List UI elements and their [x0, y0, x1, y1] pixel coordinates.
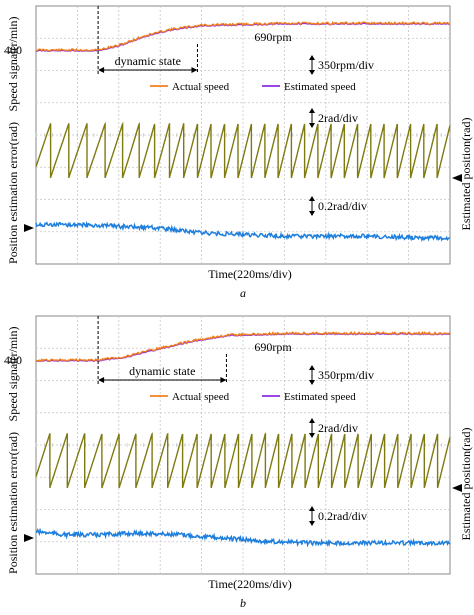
right-ylabel-position: Estimated position(rad): [459, 428, 473, 541]
error-scale-arrow-up: [309, 196, 315, 201]
chart-panel-a: dynamic state 690rpm 350rpm/div 2rad/div 0.2…: [4, 5, 473, 300]
error-scale-arrow-down: [309, 211, 315, 216]
speed-offset-label: 400: [4, 353, 22, 367]
error-scale-arrow-down: [309, 521, 315, 526]
dynamic-arrow-head-right: [220, 377, 227, 383]
legend-estimated-speed: Estimated speed: [284, 81, 356, 93]
error-zero-marker: [24, 224, 34, 232]
final-speed-label: 690rpm: [254, 340, 292, 354]
position-scale-arrow-up: [309, 418, 315, 423]
position-scale-label: 2rad/div: [318, 111, 358, 125]
legend-actual-speed: Actual speed: [172, 391, 230, 403]
position-scale-arrow-down: [309, 433, 315, 438]
speed-scale-arrow-down: [309, 70, 315, 75]
chart-panel-b: dynamic state 690rpm 350rpm/div 2rad/div 0.2…: [4, 315, 473, 610]
series-position-error: [35, 527, 451, 548]
error-scale-arrow-up: [309, 506, 315, 511]
panel-label: b: [240, 596, 246, 610]
speed-scale-arrow-down: [309, 380, 315, 385]
legend-actual-speed: Actual speed: [172, 81, 230, 93]
speed-scale-label: 350rpm/div: [318, 58, 374, 72]
series-actual-speed: [35, 20, 451, 52]
right-ylabel-position: Estimated position(rad): [459, 118, 473, 231]
error-scale-label: 0.2rad/div: [318, 509, 367, 523]
speed-scale-arrow-up: [309, 365, 315, 370]
left-ylabel-speed: Speed signal(r/min): [6, 327, 20, 422]
dynamic-state-label: dynamic state: [129, 364, 195, 378]
series-estimated-position: [35, 121, 451, 179]
x-axis-label: Time(220ms/div): [208, 267, 292, 281]
position-scale-arrow-up: [309, 108, 315, 113]
dynamic-arrow-head-right: [191, 67, 198, 73]
dynamic-arrow-head-left: [98, 67, 105, 73]
error-zero-marker: [24, 534, 34, 542]
legend-estimated-speed: Estimated speed: [284, 391, 356, 403]
left-ylabel-speed: Speed signal(r/min): [6, 17, 20, 112]
left-ylabel-error: Position estimation error(rad): [6, 432, 20, 574]
series-estimated-position: [35, 432, 451, 489]
position-scale-label: 2rad/div: [318, 421, 358, 435]
final-speed-label: 690rpm: [254, 30, 292, 44]
position-zero-marker: [452, 484, 462, 492]
error-scale-label: 0.2rad/div: [318, 199, 367, 213]
speed-scale-arrow-up: [309, 55, 315, 60]
position-scale-arrow-down: [309, 123, 315, 128]
panel-label: a: [240, 286, 246, 300]
x-axis-label: Time(220ms/div): [208, 577, 292, 591]
left-ylabel-error: Position estimation error(rad): [6, 122, 20, 264]
position-zero-marker: [452, 174, 462, 182]
speed-scale-label: 350rpm/div: [318, 368, 374, 382]
speed-offset-label: 400: [4, 43, 22, 57]
dynamic-state-label: dynamic state: [115, 54, 181, 68]
series-actual-speed: [35, 330, 451, 363]
series-position-error: [35, 220, 451, 243]
dynamic-arrow-head-left: [98, 377, 105, 383]
